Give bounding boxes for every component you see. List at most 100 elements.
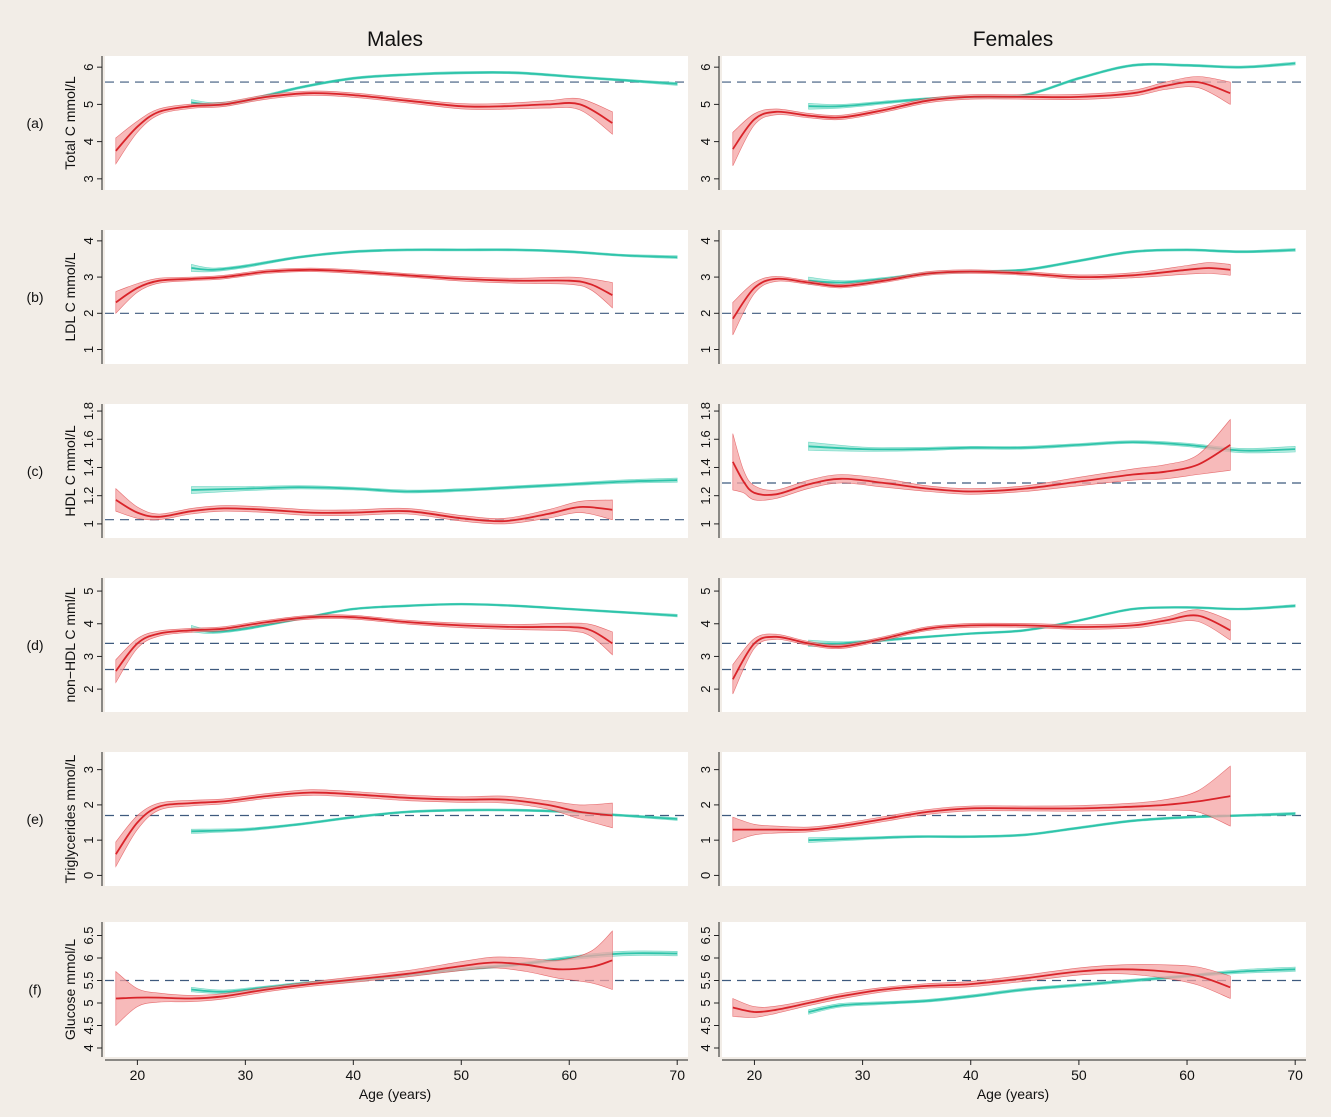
column-title-females: Females <box>973 28 1054 51</box>
panel-letter: (e) <box>26 811 43 827</box>
plot-background <box>105 404 688 538</box>
plot-background <box>722 230 1306 364</box>
y-tick-label: 4 <box>698 138 713 145</box>
x-tick-label: 20 <box>747 1067 763 1083</box>
panel-letter: (d) <box>26 637 43 653</box>
y-tick-label: 5.5 <box>81 971 96 989</box>
y-tick-label: 3 <box>81 175 96 182</box>
y-tick-label: 6 <box>81 64 96 71</box>
y-tick-label: 3 <box>81 653 96 660</box>
y-tick-label: 4 <box>81 138 96 145</box>
y-tick-label: 2 <box>698 801 713 808</box>
x-tick-label: 30 <box>855 1067 871 1083</box>
y-tick-label: 3 <box>698 273 713 280</box>
x-tick-label: 60 <box>1179 1067 1195 1083</box>
y-tick-label: 1 <box>698 837 713 844</box>
red-series-line <box>732 267 1231 320</box>
y-axis-label: Glucose mmol/L <box>62 939 78 1040</box>
panel-a-females: 3 4 5 6 <box>698 56 1306 190</box>
red-confidence-band <box>732 609 1231 695</box>
y-tick-label: 6 <box>698 64 713 71</box>
red-series-line <box>732 444 1231 496</box>
red-series-line <box>115 92 613 152</box>
y-tick-label: 1.8 <box>81 402 96 420</box>
y-tick-label: 2 <box>81 801 96 808</box>
panel-letter: (b) <box>26 289 43 305</box>
x-tick-label: 70 <box>669 1067 685 1083</box>
cyan-confidence-band <box>191 808 678 834</box>
y-tick-label: 1 <box>81 520 96 527</box>
panel-letter: (a) <box>26 115 43 131</box>
y-tick-label: 5 <box>698 587 713 594</box>
y-axis-label: HDL C mmol/L <box>62 425 78 516</box>
red-series-line <box>115 959 613 1000</box>
y-tick-label: 2 <box>81 686 96 693</box>
red-confidence-band <box>115 789 613 868</box>
y-tick-label: 4 <box>698 1044 713 1051</box>
y-tick-label: 2 <box>81 310 96 317</box>
y-tick-label: 0 <box>698 872 713 879</box>
cyan-series-line <box>191 248 678 271</box>
y-tick-label: 3 <box>698 766 713 773</box>
y-tick-label: 1 <box>698 346 713 353</box>
panel-e-females: 0 1 2 3 <box>698 752 1306 886</box>
x-tick-label: 70 <box>1287 1067 1303 1083</box>
y-tick-label: 5 <box>81 101 96 108</box>
cyan-confidence-band <box>191 248 678 273</box>
y-tick-label: 2 <box>698 686 713 693</box>
y-tick-label: 6.5 <box>698 926 713 944</box>
x-tick-label: 60 <box>561 1067 577 1083</box>
y-tick-label: 6.5 <box>81 926 96 944</box>
panel-letter: (c) <box>27 463 43 479</box>
y-tick-label: 5 <box>81 587 96 594</box>
y-tick-label: 4 <box>698 237 713 244</box>
y-tick-label: 1.4 <box>81 458 96 476</box>
y-tick-label: 5 <box>698 999 713 1006</box>
y-tick-label: 1.2 <box>698 487 713 505</box>
y-tick-label: 4.5 <box>81 1016 96 1034</box>
y-axis-label: Total C mmol/L <box>62 76 78 170</box>
panel-b-females: 1 2 3 4 <box>698 230 1306 364</box>
y-tick-label: 1 <box>81 837 96 844</box>
y-tick-label: 1.6 <box>698 430 713 448</box>
red-series-line <box>115 791 613 855</box>
x-tick-label: 30 <box>238 1067 254 1083</box>
y-tick-label: 2 <box>698 310 713 317</box>
red-series-line <box>732 795 1231 831</box>
plot-background <box>722 56 1306 190</box>
y-tick-label: 1.2 <box>81 487 96 505</box>
y-tick-label: 1 <box>698 520 713 527</box>
red-confidence-band <box>115 90 613 165</box>
panel-f-females: 4 4.5 5 5.5 6 6.5 20 30 40 50 60 70 <box>698 922 1306 1083</box>
panel-d-females: 2 3 4 5 <box>698 578 1306 712</box>
x-tick-label: 20 <box>130 1067 146 1083</box>
y-tick-label: 1.4 <box>698 458 713 476</box>
y-tick-label: 4 <box>698 620 713 627</box>
red-series-line <box>115 268 613 304</box>
y-tick-label: 5 <box>698 101 713 108</box>
cyan-series-line <box>191 603 678 633</box>
panel-b-males: 1 2 3 4 LDL C mmol/L (b) <box>26 230 688 364</box>
y-tick-label: 3 <box>81 273 96 280</box>
plot-background <box>722 752 1306 886</box>
red-series-line <box>732 80 1231 150</box>
y-tick-label: 6 <box>698 954 713 961</box>
red-confidence-band <box>732 76 1231 166</box>
x-tick-label: 50 <box>1071 1067 1087 1083</box>
y-tick-label: 6 <box>81 954 96 961</box>
y-axis-label: non−HDL C mml/L <box>62 587 78 702</box>
y-tick-label: 0 <box>81 872 96 879</box>
y-tick-label: 1.6 <box>81 430 96 448</box>
plot-background <box>105 578 688 712</box>
cyan-series-line <box>808 248 1296 284</box>
red-series-line <box>115 499 613 523</box>
y-axis-label: Triglycerides mmol/L <box>62 754 78 883</box>
x-axis-label-males: Age (years) <box>359 1086 431 1102</box>
red-confidence-band <box>115 614 613 684</box>
y-tick-label: 4 <box>81 620 96 627</box>
